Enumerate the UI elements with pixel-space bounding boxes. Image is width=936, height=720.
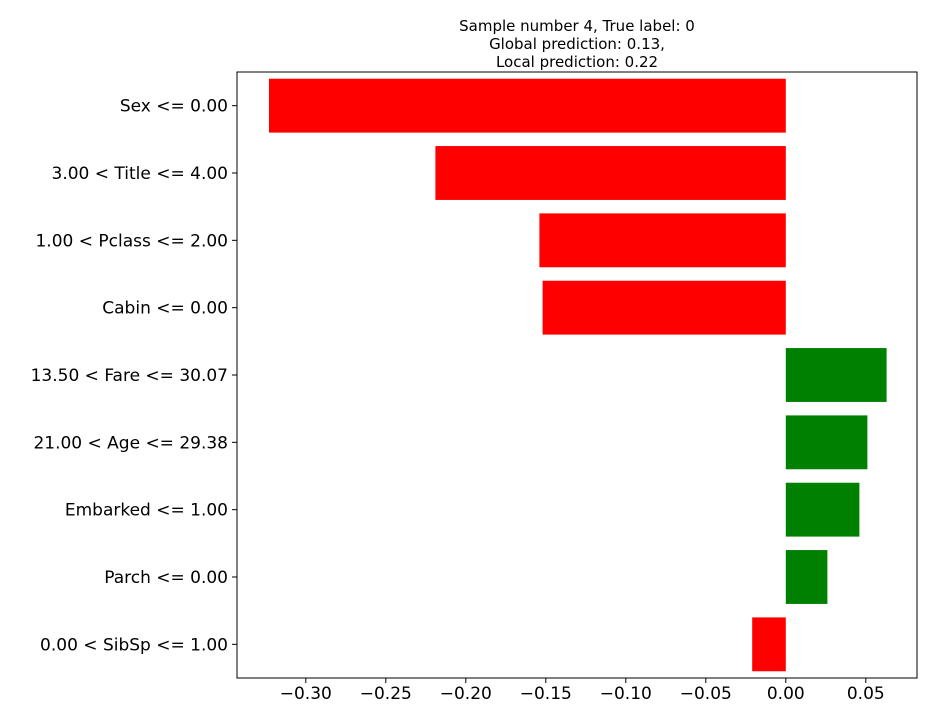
- ytick-label: Parch <= 0.00: [104, 568, 228, 588]
- chart-title-line: Local prediction: 0.22: [496, 53, 658, 71]
- bars: [269, 78, 887, 672]
- ytick-label: 0.00 < SibSp <= 1.00: [40, 635, 228, 655]
- bar-positive: [785, 482, 860, 537]
- bar-positive: [785, 348, 887, 402]
- ytick-label: Sex <= 0.00: [120, 97, 228, 117]
- ytick-label: 21.00 < Age <= 29.38: [33, 433, 228, 453]
- y-axis: Sex <= 0.00 3.00 < Title <= 4.00 1.00 < Pc…: [31, 97, 237, 655]
- ytick-label: 3.00 < Title <= 4.00: [52, 164, 228, 184]
- xtick-label: −0.10: [600, 684, 652, 704]
- bar-negative: [435, 146, 786, 200]
- x-axis: −0.30 −0.25 −0.20 −0.15 −0.10 −0.05 0.00 0.05: [280, 678, 885, 704]
- bar-negative: [539, 213, 786, 268]
- chart-title-line: Global prediction: 0.13,: [489, 35, 665, 53]
- ytick-label: Embarked <= 1.00: [65, 501, 228, 521]
- xtick-label: −0.20: [440, 684, 492, 704]
- chart-title-line: Sample number 4, True label: 0: [459, 17, 695, 35]
- bar-negative: [269, 78, 786, 133]
- xtick-label: −0.05: [680, 684, 732, 704]
- xtick-label: −0.15: [520, 684, 572, 704]
- xtick-label: 0.05: [847, 684, 885, 704]
- ytick-label: 13.50 < Fare <= 30.07: [31, 366, 228, 386]
- bar-positive: [785, 415, 868, 470]
- ytick-label: 1.00 < Pclass <= 2.00: [35, 231, 228, 251]
- xtick-label: 0.00: [767, 684, 805, 704]
- xtick-label: −0.25: [360, 684, 412, 704]
- bar-negative: [542, 280, 786, 335]
- bar-positive: [785, 550, 828, 604]
- xtick-label: −0.30: [280, 684, 332, 704]
- bar-negative: [752, 617, 786, 672]
- ytick-label: Cabin <= 0.00: [102, 299, 228, 319]
